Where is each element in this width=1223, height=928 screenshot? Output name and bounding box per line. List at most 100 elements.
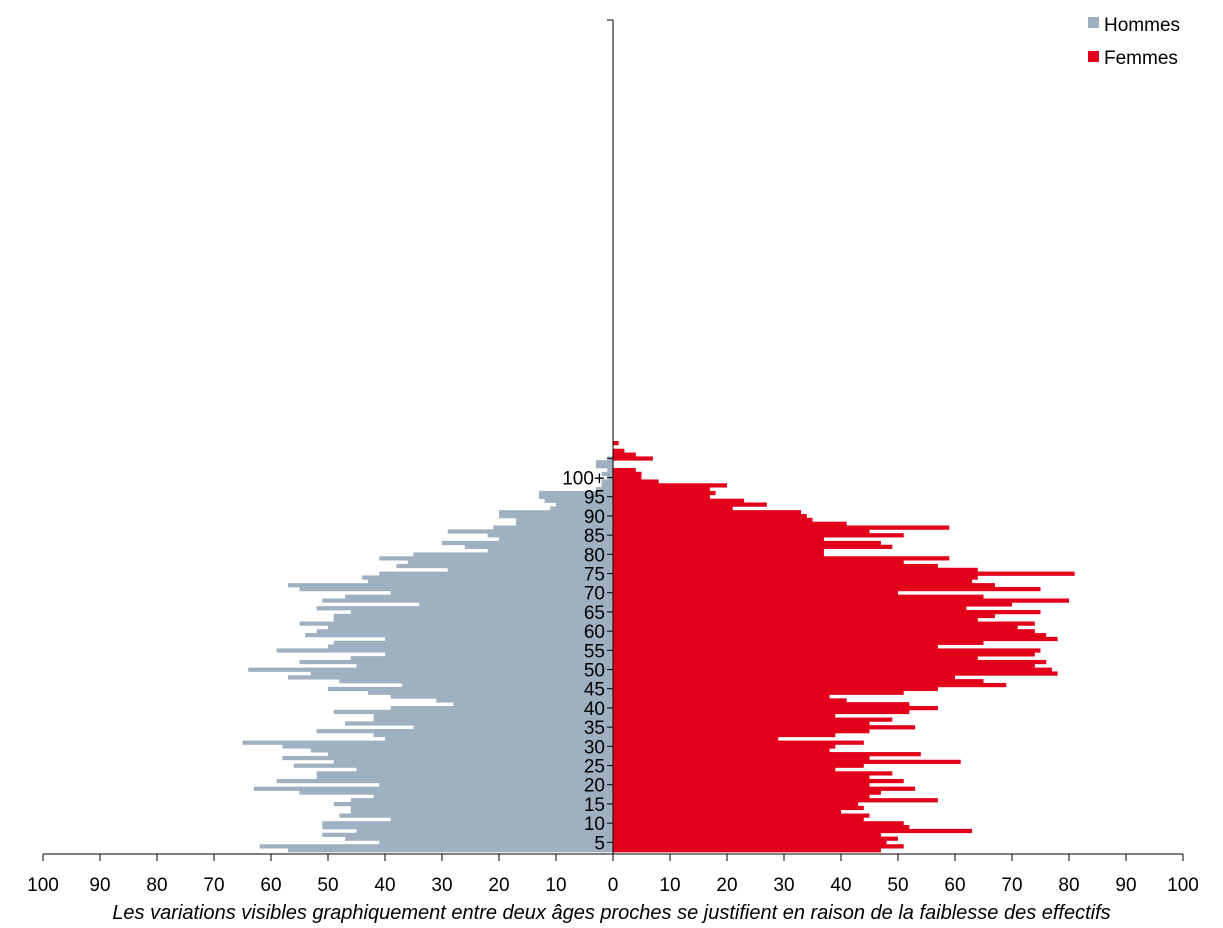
bar-femmes-age-15 — [613, 802, 859, 807]
bar-hommes-age-39 — [333, 709, 613, 715]
bar-hommes-age-71 — [299, 586, 613, 592]
bar-femmes-age-107 — [613, 448, 625, 453]
bar-hommes-age-85 — [487, 533, 613, 538]
bar-femmes-age-53 — [613, 656, 978, 661]
bar-femmes-age-6 — [613, 836, 898, 841]
legend-label-hommes: Hommes — [1104, 15, 1180, 36]
bar-hommes-age-17 — [373, 794, 613, 799]
x-tick-label-15: 50 — [887, 875, 908, 896]
age-label-75: 75 — [584, 565, 605, 586]
bar-femmes-age-42 — [613, 698, 847, 703]
bar-hommes-age-23 — [316, 771, 613, 776]
bar-hommes-age-95 — [538, 494, 613, 500]
bar-femmes-age-17 — [613, 794, 870, 799]
bar-hommes-age-36 — [345, 721, 613, 726]
bar-hommes-age-22 — [316, 775, 613, 780]
legend-swatch-hommes — [1088, 17, 1099, 28]
bar-femmes-age-70 — [613, 590, 898, 596]
bar-hommes-age-28 — [328, 752, 613, 757]
legend-swatch-femmes — [1088, 51, 1099, 62]
bar-femmes-age-78 — [613, 560, 904, 565]
bar-hommes-age-67 — [419, 602, 613, 607]
x-tick-label-2: 80 — [146, 875, 167, 896]
x-tick-label-20: 100 — [1167, 875, 1199, 896]
bar-hommes-age-97 — [595, 487, 613, 492]
age-label-30: 30 — [584, 737, 605, 758]
bar-hommes-age-53 — [350, 656, 613, 661]
bar-hommes-age-62 — [299, 621, 613, 626]
bar-hommes-age-14 — [350, 805, 613, 811]
bar-femmes-age-99 — [613, 479, 659, 484]
bar-femmes-age-59 — [613, 633, 1047, 638]
bar-femmes-age-27 — [613, 755, 870, 761]
bar-hommes-age-50 — [248, 667, 613, 672]
bar-hommes-age-80 — [413, 552, 613, 557]
bar-femmes-age-76 — [613, 567, 978, 572]
bar-femmes-age-50 — [613, 667, 1052, 672]
bar-femmes-age-58 — [613, 636, 1058, 642]
bar-hommes-age-103 — [595, 464, 613, 469]
bar-femmes-age-31 — [613, 740, 864, 745]
bar-femmes-age-66 — [613, 606, 967, 611]
bar-femmes-age-109 — [613, 441, 619, 446]
bar-hommes-age-86 — [447, 529, 613, 534]
bar-femmes-age-105 — [613, 456, 653, 461]
x-tick-label-14: 40 — [830, 875, 851, 896]
x-tick-label-16: 60 — [944, 875, 965, 896]
bar-femmes-age-46 — [613, 682, 1007, 688]
bar-femmes-age-77 — [613, 563, 938, 569]
bar-hommes-age-82 — [464, 544, 613, 549]
bar-femmes-age-48 — [613, 675, 955, 680]
bar-hommes-age-57 — [333, 640, 613, 645]
bar-femmes-age-89 — [613, 517, 813, 523]
bar-femmes-age-97 — [613, 487, 710, 492]
bar-hommes-age-81 — [487, 548, 613, 553]
bar-femmes-age-43 — [613, 694, 830, 699]
bar-femmes-age-51 — [613, 663, 1035, 668]
bar-hommes-age-13 — [350, 809, 613, 814]
bar-hommes-age-66 — [316, 606, 613, 611]
x-tick-label-18: 80 — [1058, 875, 1079, 896]
bar-hommes-age-43 — [390, 694, 613, 699]
age-label-70: 70 — [584, 584, 605, 605]
bar-femmes-age-47 — [613, 679, 984, 684]
bar-femmes-age-5 — [613, 840, 887, 845]
x-tick-label-10: 0 — [608, 875, 619, 896]
bar-femmes-age-49 — [613, 671, 1058, 676]
x-tick-label-5: 50 — [317, 875, 338, 896]
bar-hommes-age-26 — [333, 759, 613, 764]
bar-femmes-age-9 — [613, 825, 910, 830]
bar-hommes-age-44 — [367, 690, 613, 695]
bar-femmes-age-81 — [613, 548, 824, 553]
bar-hommes-age-73 — [367, 579, 613, 584]
bar-hommes-age-15 — [333, 802, 613, 807]
bar-hommes-age-31 — [242, 740, 613, 745]
bar-femmes-age-57 — [613, 640, 984, 645]
bar-hommes-age-99 — [601, 479, 613, 484]
bar-femmes-age-33 — [613, 732, 836, 738]
bar-hommes-age-40 — [390, 706, 613, 711]
bar-femmes-age-100 — [613, 475, 642, 480]
bar-femmes-age-87 — [613, 525, 950, 530]
bar-hommes-age-83 — [442, 540, 613, 546]
bar-hommes-age-51 — [356, 663, 613, 668]
bar-femmes-age-40 — [613, 706, 938, 711]
bar-femmes-age-92 — [613, 506, 733, 511]
bar-femmes-age-12 — [613, 813, 870, 818]
x-tick-label-7: 30 — [431, 875, 452, 896]
femmes-bars — [613, 441, 1075, 853]
bar-hommes-age-58 — [385, 636, 613, 642]
bar-femmes-age-30 — [613, 744, 836, 749]
bar-femmes-age-79 — [613, 556, 950, 561]
bar-femmes-age-36 — [613, 721, 870, 726]
bar-femmes-age-91 — [613, 510, 802, 515]
bar-femmes-age-56 — [613, 644, 938, 649]
bar-hommes-age-88 — [516, 521, 613, 526]
x-tick-label-8: 20 — [488, 875, 509, 896]
bar-femmes-age-61 — [613, 625, 1018, 630]
bar-hommes-age-104 — [595, 460, 613, 465]
bar-hommes-age-90 — [499, 514, 613, 519]
age-label-80: 80 — [584, 545, 605, 566]
bar-femmes-age-73 — [613, 579, 973, 584]
bar-femmes-age-8 — [613, 828, 973, 834]
